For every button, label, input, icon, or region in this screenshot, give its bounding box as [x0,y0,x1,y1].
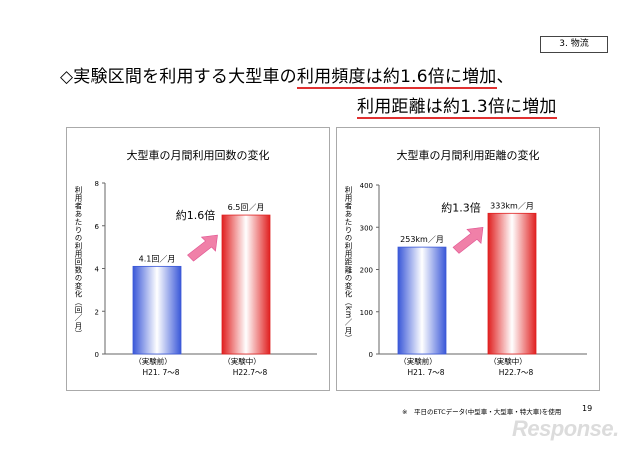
section-tag: 3. 物流 [540,36,608,53]
increase-label: 約1.6倍 [176,208,216,222]
x-tick-label: H21. 7〜8 [143,368,180,377]
y-tick-label: 100 [360,309,373,317]
chart-distance-svg: 0 100 200 300 400 253km／月 （実験前） H21. 7〜8 333km／月… [360,182,587,377]
bar [397,246,447,355]
headline-suffix: 、 [496,67,514,87]
y-tick-label: 6 [95,223,100,231]
increase-arrow [187,234,218,262]
chart-panel-distance: 大型車の月間利用距離の変化 利用者あたりの利用距離の変化（km／月） 0 100 2… [336,127,600,391]
chart-title: 大型車の月間利用回数の変化 [126,149,270,162]
x-tick-label: （実験前） [134,356,172,366]
x-tick-label: H22.7〜8 [233,368,268,377]
y-tick-label: 4 [95,266,100,274]
headline-prefix: ◇実験区間を利用する大型車の [60,67,297,87]
bar [132,265,182,355]
headline-line-1: ◇実験区間を利用する大型車の利用頻度は約1.6倍に増加、 [60,62,514,89]
bar [221,214,271,355]
chart-panel-frequency: 大型車の月間利用回数の変化 利用者あたりの利用回数の変化（回／月） 0 2 4 6 8 4… [66,127,330,391]
headline-highlight-distance: 利用距離は約1.3倍に増加 [357,97,557,119]
x-tick-label: H22.7〜8 [499,368,534,377]
y-axis-label: 利用者あたりの利用距離の変化（km／月） [344,186,353,343]
bar [487,212,537,355]
y-tick-label: 0 [95,351,99,359]
y-tick-label: 200 [360,267,373,275]
data-label: 4.1回／月 [139,254,176,263]
x-tick-label: （実験中） [223,356,261,366]
y-tick-label: 0 [369,351,373,359]
increase-label: 約1.3倍 [441,200,481,214]
x-tick-label: （実験前） [399,356,437,366]
x-tick-label: H21. 7〜8 [408,368,445,377]
headline-line-2: 利用距離は約1.3倍に増加 [357,92,557,119]
chart-title: 大型車の月間利用距離の変化 [396,149,540,162]
y-tick-label: 2 [95,308,99,316]
headline-highlight-frequency: 利用頻度は約1.6倍に増加 [296,67,497,89]
increase-arrow [452,226,484,254]
response-logo: Response. [512,416,619,441]
data-label: 333km／月 [490,201,534,210]
data-label: 6.5回／月 [228,203,265,212]
y-tick-label: 300 [360,224,373,232]
data-label: 253km／月 [400,235,444,244]
footnote: ※ 平日のETCデータ(中型車・大型車・特大車)を使用 [402,408,562,416]
chart-frequency-svg: 0 2 4 6 8 4.1回／月 （実験前） H21. 7〜8 6.5回／月 （実験中） H22.7… [95,180,317,377]
x-tick-label: （実験中） [489,356,527,366]
y-axis-label: 利用者あたりの利用回数の変化（回／月） [74,186,83,338]
y-tick-label: 400 [360,182,373,190]
page-number: 19 [582,404,593,413]
y-tick-label: 8 [95,180,99,188]
